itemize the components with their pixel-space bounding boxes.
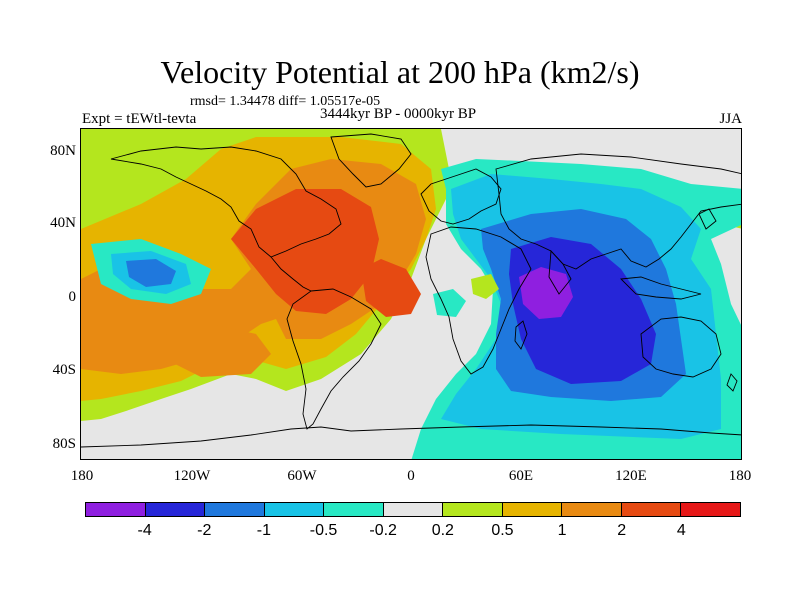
plot-title: Velocity Potential at 200 hPa (km2/s): [160, 54, 640, 90]
colorbar-swatch-6: [443, 503, 503, 516]
season-label: JJA: [719, 111, 742, 127]
colorbar-label-5: 0.2: [431, 522, 454, 539]
coast-new-zealand: [726, 373, 738, 392]
lat-label-80n: 80N: [50, 143, 76, 159]
colorbar-swatch-9: [621, 503, 682, 516]
colorbar-swatch-8: [562, 503, 622, 516]
period-label: 3444kyr BP - 0000kyr BP: [320, 106, 477, 122]
negative-band-4: [519, 267, 573, 319]
colorbar-swatch-0: [86, 503, 146, 516]
coast-europe: [420, 168, 502, 225]
coast-central-america: [270, 256, 312, 292]
negative-band-pacific-1: [126, 259, 176, 287]
coast-north-america: [110, 146, 342, 258]
colorbar-label-3: -0.5: [309, 522, 338, 539]
lon-label-0: 0: [407, 468, 415, 484]
lon-label-120e: 120E: [615, 468, 647, 484]
coastlines: [81, 133, 741, 448]
coast-africa: [425, 226, 532, 375]
positive-band-2-south: [166, 324, 271, 377]
colorbar-label-1: -2: [197, 522, 212, 539]
lon-label-60e: 60E: [508, 468, 534, 484]
coast-india: [548, 249, 572, 295]
positive-band-4-atlantic: [361, 259, 421, 317]
colorbar-label-7: 1: [557, 522, 567, 539]
colorbar: [85, 502, 741, 517]
coast-asia: [495, 153, 741, 270]
colorbar-label-4: -0.2: [369, 522, 397, 539]
lon-label-120w: 120W: [173, 468, 211, 484]
coast-indonesia: [620, 276, 702, 300]
positive-band-north-africa: [471, 274, 499, 299]
lon-label-60w: 60W: [287, 468, 317, 484]
colorbar-swatch-5: [383, 503, 444, 516]
lon-label-180w: 180: [70, 468, 94, 484]
coast-south-america: [286, 288, 382, 430]
colorbar-label-0: -4: [137, 522, 152, 539]
lat-label-40s: 40S: [52, 362, 76, 378]
coast-antarctica: [81, 424, 741, 448]
colorbar-label-8: 2: [617, 522, 627, 539]
negative-band-east-atlantic: [433, 289, 466, 317]
colorbar-swatch-4: [324, 503, 384, 516]
lat-label-80s: 80S: [52, 436, 76, 452]
colorbar-swatch-1: [145, 503, 206, 516]
velocity-potential-map: [80, 128, 742, 460]
coast-japan: [698, 208, 717, 230]
experiment-label: Expt = tEWtl-tevta: [82, 111, 197, 127]
coast-greenland: [330, 133, 412, 188]
lon-label-180e: 180: [728, 468, 752, 484]
colorbar-label-2: -1: [256, 522, 272, 539]
colorbar-swatch-10: [681, 503, 741, 516]
colorbar-swatch-2: [205, 503, 265, 516]
colorbar-swatch-3: [264, 503, 325, 516]
positive-band-4-americas: [231, 189, 379, 314]
colorbar-swatch-7: [502, 503, 563, 516]
colorbar-label-9: 4: [676, 522, 686, 539]
stats-label: rmsd= 1.34478 diff= 1.05517e-05: [190, 94, 381, 109]
lat-label-0: 0: [68, 289, 77, 305]
lat-label-40n: 40N: [50, 215, 76, 231]
coast-madagascar: [514, 320, 528, 350]
coast-australia: [640, 316, 722, 378]
colorbar-label-6: 0.5: [491, 522, 514, 539]
map-svg: [81, 129, 741, 459]
